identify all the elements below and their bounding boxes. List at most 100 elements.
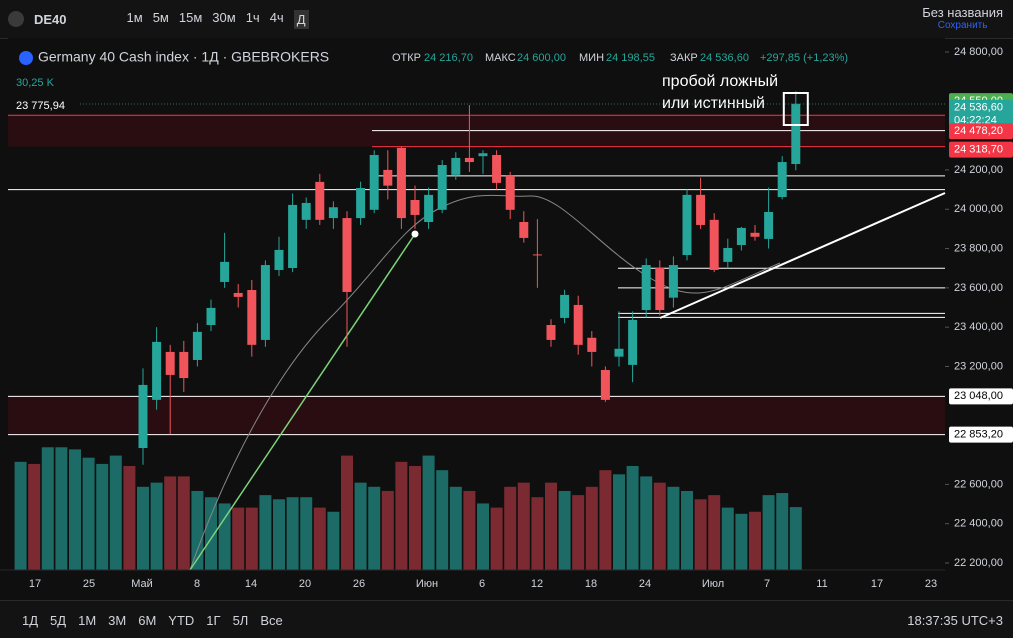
x-tick-label: 23: [925, 578, 937, 590]
volume-legend: 30,25 K: [16, 77, 55, 89]
volume-bar: [368, 486, 381, 570]
candle-body: [764, 211, 774, 239]
candle-body: [560, 294, 570, 318]
candle-body: [628, 319, 638, 365]
price-mark-label: 24 318,70: [954, 144, 1003, 156]
volume-bar: [205, 497, 217, 570]
volume-bar: [191, 490, 204, 570]
x-tick-label: 7: [764, 578, 770, 590]
candle-body: [138, 384, 148, 449]
range[interactable]: 1Д: [22, 612, 39, 628]
volume-bar: [395, 461, 408, 570]
range[interactable]: 3М: [108, 612, 127, 628]
volume-bar: [721, 507, 734, 570]
layout-name[interactable]: Без названия: [922, 5, 1003, 20]
volume-bar: [273, 499, 285, 570]
volume-bar: [14, 461, 27, 570]
candle-body: [247, 290, 257, 345]
range[interactable]: 1Г: [206, 612, 221, 628]
volume-bar: [341, 455, 353, 570]
intervals: 1м 5м 15м 30м 1ч 4ч Д: [126, 9, 309, 29]
volume-bar: [490, 507, 503, 570]
price-mark: [949, 141, 1013, 158]
candle-body: [492, 154, 502, 183]
candle-body: [451, 157, 461, 175]
candle-body: [519, 222, 529, 238]
volume-bar: [123, 466, 136, 570]
range[interactable]: 5Д: [50, 612, 67, 628]
volume-bar: [218, 503, 231, 570]
trend-line: [659, 192, 946, 319]
candle-body: [260, 265, 270, 340]
y-tick-label: 24 200,00: [954, 164, 1003, 176]
volume-bar: [327, 511, 340, 570]
x-tick-label: 14: [245, 578, 257, 590]
symbol[interactable]: DE40: [34, 11, 67, 27]
volume-bar: [82, 457, 95, 570]
candle-body: [573, 304, 583, 345]
candle-body: [437, 165, 447, 210]
y-tick-label: 23 800,00: [954, 242, 1003, 254]
interval[interactable]: 1м: [126, 9, 143, 25]
candle-body: [750, 232, 760, 237]
candle-body: [587, 337, 597, 352]
range[interactable]: 1М: [78, 612, 97, 628]
annotation-box: [782, 92, 809, 126]
zone: [8, 396, 945, 435]
interval[interactable]: Д: [293, 9, 309, 29]
volume-bar: [504, 486, 517, 570]
candle-body: [383, 169, 393, 186]
volume-bar: [613, 474, 625, 570]
candle-body: [777, 162, 787, 198]
interval[interactable]: 15м: [178, 9, 203, 25]
volume-bar: [477, 503, 489, 570]
interval[interactable]: 4ч: [269, 9, 284, 25]
volume-bar: [653, 482, 666, 570]
volume-bar: [109, 455, 122, 570]
range[interactable]: Все: [260, 612, 283, 628]
volume-bar: [286, 497, 299, 570]
x-tick-label: 17: [871, 578, 883, 590]
volume-bar: [232, 507, 245, 570]
candle-body: [668, 265, 678, 298]
x-tick-label: Май: [131, 578, 153, 590]
price-mark-label: 23 048,00: [954, 390, 1003, 402]
volume-bar: [531, 497, 544, 570]
price-mark-label: 22 853,20: [954, 429, 1003, 441]
chart: 24 800,00 24 200,00 24 000,00 23 800,00 23 6…: [0, 38, 1013, 590]
candle-body: [655, 267, 665, 311]
range[interactable]: YTD: [168, 612, 195, 628]
candle-body: [179, 351, 189, 379]
volume-bar: [354, 482, 367, 570]
volume-bar: [245, 507, 258, 570]
candle-body: [478, 153, 488, 157]
legend-title: Germany 40 Cash index · 1Д · GBEBROKERS: [38, 49, 329, 65]
legend-open-label: ОТКР: [392, 52, 421, 64]
legend-high: 24 600,00: [517, 52, 566, 64]
annotation: пробой ложный: [662, 73, 778, 90]
interval[interactable]: 30м: [212, 9, 236, 25]
volume-bar: [41, 447, 54, 570]
volume-bar: [585, 486, 598, 570]
volume-bar: [381, 490, 394, 570]
x-tick-label: 6: [479, 578, 485, 590]
candle-body: [600, 369, 610, 400]
candle-body: [356, 188, 366, 219]
volume-bar: [69, 449, 81, 570]
volume-bar: [259, 495, 272, 570]
candle-body: [546, 324, 556, 340]
save[interactable]: Сохранить: [937, 20, 988, 31]
volume-bar: [626, 466, 639, 570]
range[interactable]: 6М: [138, 612, 157, 628]
interval[interactable]: 5м: [152, 9, 169, 25]
volume-bar: [735, 513, 748, 570]
range[interactable]: 5Л: [232, 612, 249, 628]
x-tick-label: 17: [29, 578, 41, 590]
interval[interactable]: 1ч: [245, 9, 260, 25]
price-mark: [949, 388, 1013, 405]
candle-body: [396, 147, 406, 219]
volume-bar: [667, 486, 680, 570]
y-tick-label: 23 400,00: [954, 321, 1003, 333]
candle-body: [301, 202, 311, 220]
